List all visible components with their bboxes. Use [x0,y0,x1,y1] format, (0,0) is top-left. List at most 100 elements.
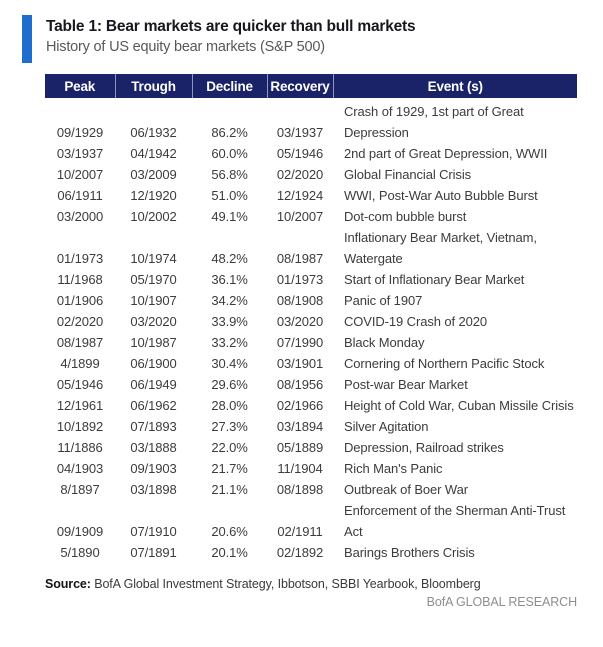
trough-cell: 06/1932 [130,125,177,140]
decline-cell: 29.6% [211,377,248,392]
event-cell: Rich Man's Panic [344,461,443,476]
trough-cell: 10/1974 [130,251,177,266]
recovery-cell: 02/1966 [276,398,324,413]
trough-cell: 06/1900 [130,356,177,371]
recovery-cell: 08/1987 [276,251,324,266]
bear-markets-table: Peak Trough Decline Recovery Event (s) 0… [45,74,577,563]
event-cell: Start of Inflationary Bear Market [344,272,525,287]
event-cell: Post-war Bear Market [344,377,468,392]
peak-cell: 8/1897 [60,482,100,497]
source-label: Source: [45,577,91,591]
recovery-cell: 02/1892 [276,545,324,560]
recovery-cell: 08/1898 [276,482,324,497]
trough-cell: 03/1888 [130,440,177,455]
recovery-cell: 05/1889 [276,440,324,455]
table-row: 03/1937 04/1942 60.0% 05/1946 2nd part of Gr… [45,143,577,164]
table-row: 06/1911 12/1920 51.0% 12/1924 WWI, Post-War … [45,185,577,206]
decline-cell: 60.0% [211,146,248,161]
event-cell: Inflationary Bear Market, Vietnam, Water… [344,230,537,266]
figure-titles: Table 1: Bear markets are quicker than b… [46,15,416,58]
table-row: 8/1897 03/1898 21.1% 08/1898 Outbreak of Boe… [45,479,577,500]
peak-cell: 09/1929 [56,125,104,140]
decline-cell: 21.7% [211,461,248,476]
peak-cell: 09/1909 [56,524,104,539]
decline-cell: 56.8% [211,167,248,182]
recovery-cell: 10/2007 [276,209,324,224]
peak-cell: 12/1961 [56,398,104,413]
table-row: 03/2000 10/2002 49.1% 10/2007 Dot-com bubble… [45,206,577,227]
recovery-cell: 03/2020 [276,314,324,329]
event-cell: Outbreak of Boer War [344,482,468,497]
decline-cell: 27.3% [211,419,248,434]
table-row: 10/2007 03/2009 56.8% 02/2020 Global Financi… [45,164,577,185]
event-cell: Panic of 1907 [344,293,423,308]
table-header: Peak Trough Decline Recovery Event (s) [45,74,577,98]
peak-cell: 04/1903 [56,461,104,476]
source-text: BofA Global Investment Strategy, Ibbotso… [94,577,481,591]
table-row: 11/1968 05/1970 36.1% 01/1973 Start of Infla… [45,269,577,290]
table-row: 09/1909 07/1910 20.6% 02/1911 Enforcement of… [45,500,577,542]
recovery-cell: 02/1911 [277,524,323,539]
decline-cell: 33.2% [211,335,248,350]
peak-cell: 10/2007 [56,167,104,182]
table-row: 01/1973 10/1974 48.2% 08/1987 Inflationary B… [45,227,577,269]
table-row: 11/1886 03/1888 22.0% 05/1889 Depression, Ra… [45,437,577,458]
col-header-decline: Decline [192,74,268,98]
research-table-figure: Table 1: Bear markets are quicker than b… [0,15,603,647]
event-cell: WWI, Post-War Auto Bubble Burst [344,188,538,203]
event-cell: Barings Brothers Crisis [344,545,475,560]
peak-cell: 5/1890 [60,545,100,560]
event-cell: Enforcement of the Sherman Anti-Trust Ac… [344,503,566,539]
table-row: 4/1899 06/1900 30.4% 03/1901 Cornering of No… [45,353,577,374]
event-cell: Depression, Railroad strikes [344,440,504,455]
table-row: 09/1929 06/1932 86.2% 03/1937 Crash of 1929,… [45,98,577,143]
decline-cell: 48.2% [211,251,248,266]
event-cell: Height of Cold War, Cuban Missile Crisis [344,398,574,413]
event-cell: Crash of 1929, 1st part of Great Depress… [344,104,524,140]
recovery-cell: 08/1956 [276,377,324,392]
event-cell: Cornering of Northern Pacific Stock [344,356,545,371]
decline-cell: 36.1% [211,272,248,287]
recovery-cell: 03/1901 [276,356,324,371]
recovery-cell: 12/1924 [276,188,324,203]
decline-cell: 86.2% [211,125,248,140]
decline-cell: 22.0% [211,440,248,455]
recovery-cell: 03/1937 [276,125,324,140]
event-cell: Global Financial Crisis [344,167,472,182]
recovery-cell: 08/1908 [276,293,324,308]
recovery-cell: 07/1990 [276,335,324,350]
accent-bar [22,15,32,63]
figure-title: Table 1: Bear markets are quicker than b… [46,18,416,35]
brand-text: BofA GLOBAL RESEARCH [426,595,577,609]
decline-cell: 30.4% [211,356,248,371]
col-header-trough: Trough [115,74,193,98]
decline-cell: 20.6% [211,524,248,539]
decline-cell: 21.1% [211,482,248,497]
trough-cell: 10/1987 [130,335,177,350]
figure-subtitle: History of US equity bear markets (S&P 5… [46,39,325,55]
col-header-recovery: Recovery [267,74,334,98]
recovery-cell: 01/1973 [276,272,324,287]
peak-cell: 4/1899 [60,356,100,371]
trough-cell: 03/1898 [130,482,177,497]
decline-cell: 34.2% [211,293,248,308]
header-row: Peak Trough Decline Recovery Event (s) [45,74,577,98]
trough-cell: 09/1903 [130,461,177,476]
decline-cell: 28.0% [211,398,248,413]
peak-cell: 03/2000 [56,209,104,224]
peak-cell: 11/1886 [57,440,103,455]
peak-cell: 10/1892 [56,419,104,434]
source-line: Source: BofA Global Investment Strategy,… [45,577,603,591]
trough-cell: 06/1949 [130,377,177,392]
recovery-cell: 05/1946 [276,146,324,161]
table-row: 5/1890 07/1891 20.1% 02/1892 Barings Brother… [45,542,577,563]
recovery-cell: 03/1894 [276,419,324,434]
trough-cell: 05/1970 [130,272,177,287]
decline-cell: 51.0% [211,188,248,203]
col-header-events: Event (s) [333,74,577,98]
peak-cell: 11/1968 [57,272,103,287]
trough-cell: 06/1962 [130,398,177,413]
trough-cell: 04/1942 [130,146,177,161]
table-row: 01/1906 10/1907 34.2% 08/1908 Panic of 1907 [45,290,577,311]
trough-cell: 10/2002 [130,209,177,224]
